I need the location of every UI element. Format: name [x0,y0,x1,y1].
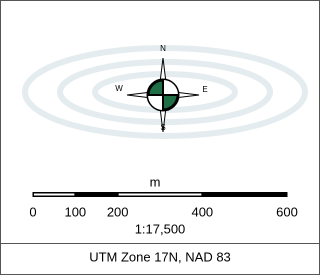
scale-segment [34,194,74,196]
projection: UTM Zone 17N, NAD 83 [89,249,231,264]
scale-segment [203,194,286,196]
scale-label: 0 [29,204,36,219]
compass-south: S [160,123,165,132]
map-legend: N S E W m 0 100 200 400 600 1:17,500 UTM Zon… [0,0,320,275]
scale-label: 100 [64,204,86,219]
scale-ratio: 1:17,500 [135,221,186,236]
compass-east: E [202,85,207,94]
scale-unit: m [150,174,161,189]
scale-label: 400 [191,204,213,219]
scale-label: 200 [107,204,129,219]
scale-segment [76,194,116,196]
compass-north: N [160,44,166,53]
compass-west: W [115,84,123,93]
scale-label: 600 [276,204,298,219]
scale-segment [119,194,202,196]
